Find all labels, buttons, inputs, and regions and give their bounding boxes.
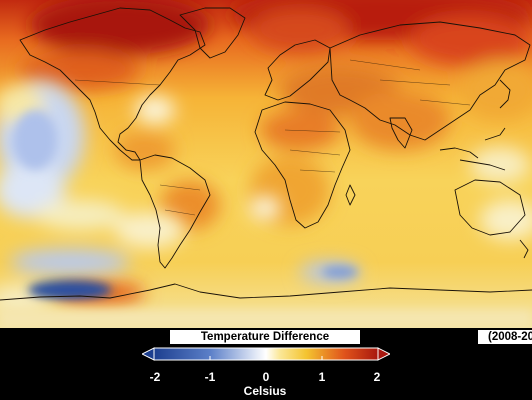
antarctica-coastline <box>0 283 532 301</box>
scale-max-arrow <box>377 347 390 361</box>
new-zealand-coastline <box>519 239 529 259</box>
madagascar-coastline <box>345 184 356 206</box>
legend-title: Temperature Difference <box>170 330 360 344</box>
date-range-label: (2008-2012) <box>478 330 532 344</box>
tick-label-min: -2 <box>149 370 161 384</box>
southeast-asia-islands <box>439 127 506 171</box>
africa-coastline <box>254 101 351 229</box>
scale-min-arrow <box>142 347 155 361</box>
tick-label-neg-one: -1 <box>204 370 216 384</box>
legend-panel: Temperature Difference (2008-2012) <box>0 328 532 400</box>
unit-label: Celsius <box>243 384 287 398</box>
tick-label-zero: 0 <box>262 370 270 384</box>
coastlines <box>0 7 532 301</box>
india-coastline <box>389 117 413 149</box>
asia-coastline <box>329 21 531 141</box>
country-borders <box>74 59 471 216</box>
australia-coastline <box>454 179 526 236</box>
south-america-coastline <box>139 154 211 269</box>
tick-label-max: 2 <box>373 370 381 384</box>
color-scale-bar <box>142 347 390 361</box>
tick-label-one: 1 <box>318 370 326 384</box>
warm-anomaly-regions <box>20 0 532 305</box>
europe-coastline <box>264 39 331 101</box>
temperature-anomaly-field <box>0 0 532 328</box>
greenland-coastline <box>179 7 246 59</box>
north-america-coastline <box>19 7 206 161</box>
global-map <box>0 0 532 328</box>
japan-coastline <box>499 79 511 109</box>
